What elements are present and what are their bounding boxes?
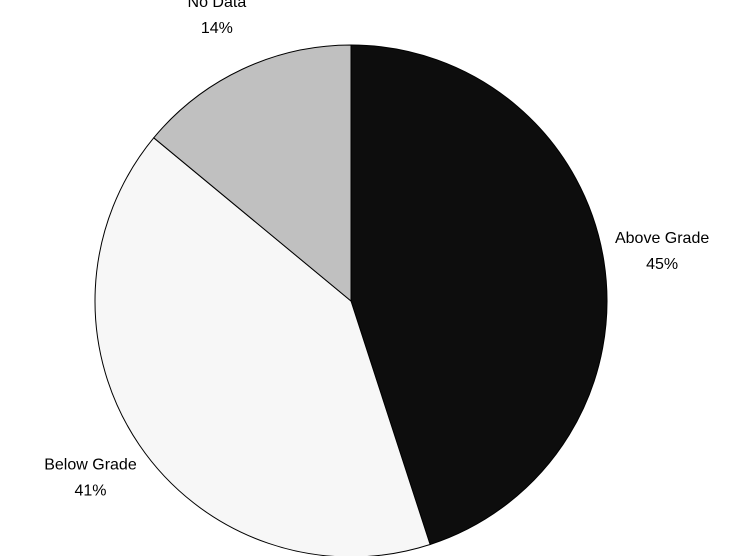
slice-label: Above Grade <box>615 230 709 247</box>
pie-slice <box>94 137 431 556</box>
pie-slice <box>153 44 352 303</box>
slice-label: Below Grade <box>44 456 137 473</box>
slice-value-label: 41% <box>74 482 106 499</box>
pie-slice <box>350 44 608 546</box>
slice-value-label: 14% <box>201 20 233 37</box>
slice-value-label: 45% <box>646 256 678 273</box>
slice-label: No Data <box>188 0 247 11</box>
